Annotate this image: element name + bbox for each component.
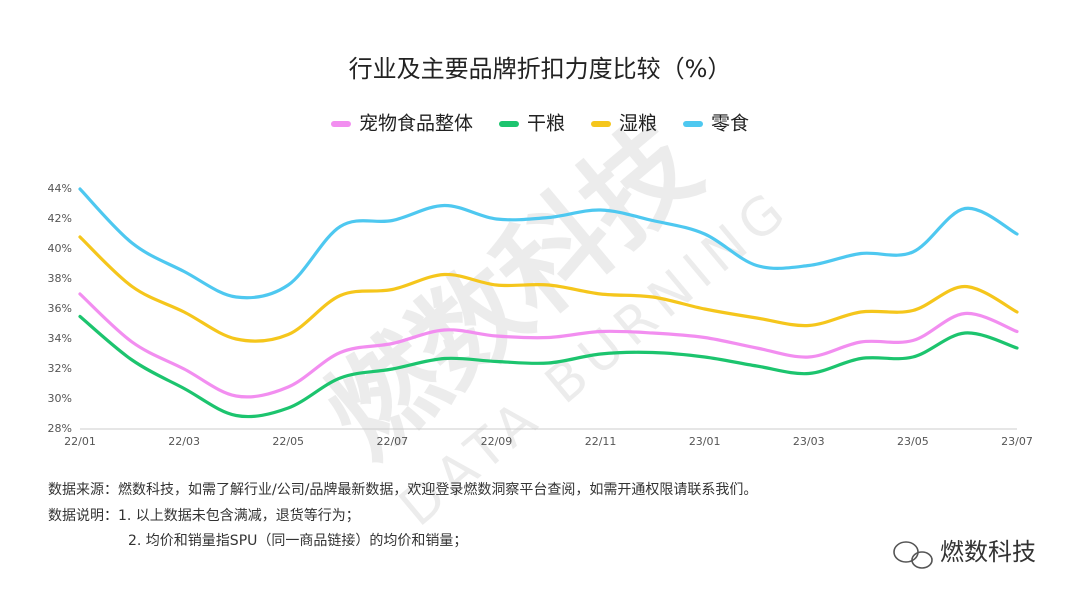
- legend-label: 零食: [711, 113, 749, 135]
- x-tick-label: 22/01: [64, 435, 96, 448]
- watermark-group: 燃数科技 DATA BURNING: [303, 100, 802, 538]
- x-tick-label: 22/11: [585, 435, 617, 448]
- y-tick-label: 36%: [48, 302, 72, 315]
- x-tick-label: 23/07: [1001, 435, 1033, 448]
- legend-label: 湿粮: [619, 113, 657, 135]
- x-tick-label: 22/07: [376, 435, 408, 448]
- legend: 宠物食品整体 干粮 湿粮 零食: [330, 113, 749, 135]
- note: 数据说明：1. 以上数据未包含满减，退货等行为；: [48, 507, 360, 524]
- y-tick-label: 28%: [48, 422, 72, 435]
- x-tick-label: 22/09: [481, 435, 513, 448]
- series-line: [78, 235, 1019, 343]
- x-tick-label: 22/03: [168, 435, 200, 448]
- y-tick-label: 34%: [48, 332, 72, 345]
- note: 数据来源：燃数科技，如需了解行业/公司/品牌最新数据，欢迎登录燃数洞察平台查阅，…: [48, 481, 757, 498]
- legend-label: 宠物食品整体: [359, 113, 473, 135]
- brand-icon: [893, 541, 933, 569]
- y-tick-label: 38%: [48, 272, 72, 285]
- y-tick-label: 32%: [48, 362, 72, 375]
- chart-title: 行业及主要品牌折扣力度比较（%）: [349, 55, 732, 83]
- series-line: [78, 187, 1019, 300]
- legend-swatch: [591, 121, 611, 127]
- y-tick-label: 42%: [48, 212, 72, 225]
- series-line: [78, 292, 1019, 399]
- legend-swatch: [683, 121, 704, 127]
- legend-swatch: [330, 121, 351, 127]
- legend-label: 干粮: [527, 113, 565, 135]
- note: 2. 均价和销量指SPU（同一商品链接）的均价和销量；: [128, 532, 467, 549]
- brand: 燃数科技: [940, 538, 1036, 566]
- y-tick-label: 40%: [48, 242, 72, 255]
- x-tick-label: 23/05: [897, 435, 929, 448]
- series-line: [78, 314, 1019, 419]
- x-tick-label: 23/03: [793, 435, 825, 448]
- y-tick-label: 30%: [48, 392, 72, 405]
- legend-swatch: [498, 121, 519, 127]
- x-tick-label: 22/05: [272, 435, 304, 448]
- y-tick-label: 44%: [48, 182, 72, 195]
- x-tick-label: 23/01: [689, 435, 721, 448]
